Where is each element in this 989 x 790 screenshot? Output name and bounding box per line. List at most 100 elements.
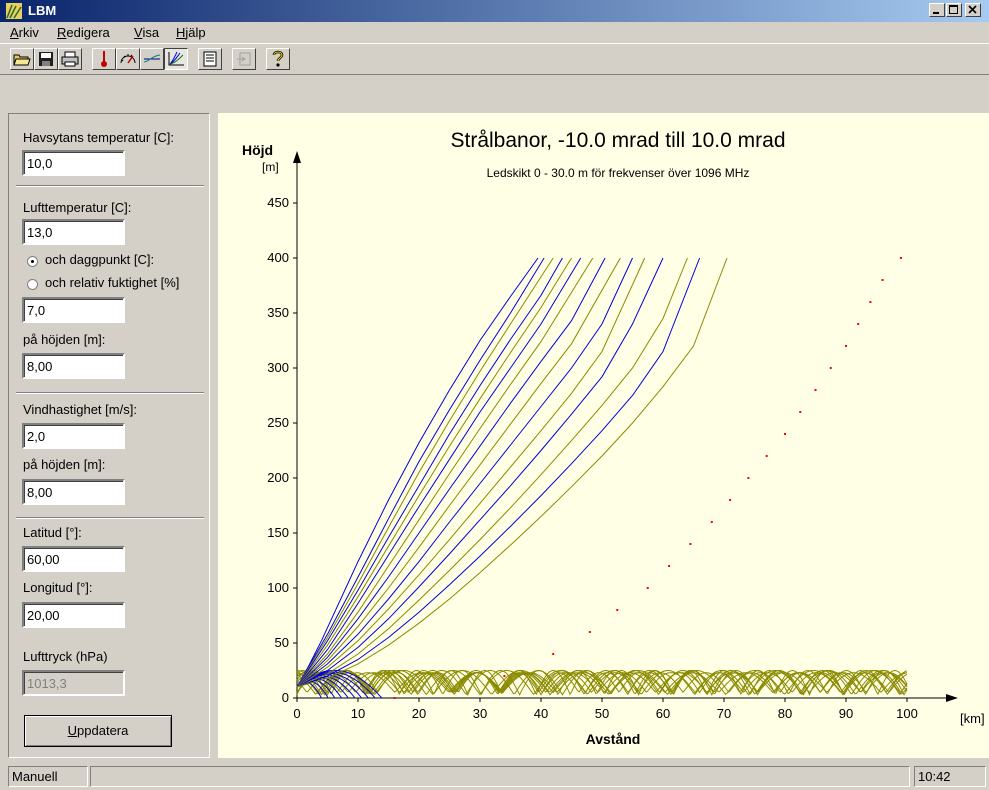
ray-path [296,257,664,688]
report-button[interactable] [198,48,222,70]
sea-temp-input[interactable] [22,150,125,176]
open-button[interactable] [10,48,34,70]
height2-label: på höjden [m]: [23,457,106,472]
ray-path [296,257,728,688]
height1-input[interactable] [22,353,125,379]
y-axis-unit: [m] [262,160,279,174]
close-button[interactable] [965,3,981,17]
menu-hjalp[interactable]: Hjälp [176,25,206,40]
ray-plot: Strålbanor, -10.0 mrad till 10.0 mrad Le… [218,113,989,758]
horizon-marker [765,455,768,457]
y-tick-label: 350 [267,305,289,320]
trapped-ray [296,672,908,694]
print-button[interactable] [58,48,82,70]
sea-temp-label: Havsytans temperatur [C]: [23,130,174,145]
trapped-ray [296,672,908,694]
humidity-label: och relativ fuktighet [%] [45,275,180,290]
trapped-ray [296,672,908,693]
wind-input[interactable] [22,423,125,449]
y-axis-arrow [293,151,301,163]
update-button[interactable]: Uppdatera [24,715,172,747]
ray-path [296,257,701,688]
y-tick-label: 50 [275,635,289,650]
height2-input[interactable] [22,479,125,505]
y-tick-label: 300 [267,360,289,375]
horizon-marker [710,521,713,523]
x-tick-label: 40 [534,706,548,721]
x-tick-label: 60 [656,706,670,721]
horizon-marker [729,499,732,501]
pressure-label: Lufttryck (hPa) [23,649,108,664]
horizon-marker [588,631,591,633]
title-bar[interactable]: LBM [0,0,989,22]
maximize-icon [949,5,958,14]
app-icon [6,3,22,19]
longitude-input[interactable] [22,602,125,628]
horizon-marker [747,477,750,479]
rays-button[interactable] [164,48,188,70]
help-button[interactable] [266,48,290,70]
menu-arkiv[interactable]: Arkiv [10,25,39,40]
ray-chart: Strålbanor, -10.0 mrad till 10.0 mrad Le… [242,129,985,747]
trapped-ray [296,672,908,694]
x-tick-label: 90 [839,706,853,721]
trapped-ray [296,672,908,694]
ray-path [296,257,582,688]
y-tick-label: 250 [267,415,289,430]
chart-subtitle: Ledskikt 0 - 30.0 m för frekvenser över … [487,166,750,180]
ray-path [296,257,563,688]
air-temp-label: Lufttemperatur [C]: [23,200,132,215]
ray-path [296,257,646,688]
horizon-marker [881,279,884,281]
horizon-marker [689,543,692,545]
status-mode: Manuell [8,766,88,787]
ray-path [296,257,621,688]
dewpoint-radio[interactable] [27,256,38,267]
x-axis-unit: [km] [960,711,985,726]
menu-redigera[interactable]: Redigera [57,25,110,40]
x-axis-title: Avstånd [586,731,641,747]
y-tick-label: 150 [267,525,289,540]
x-tick-label: 50 [595,706,609,721]
y-tick-label: 200 [267,470,289,485]
gauge-icon [120,54,136,64]
status-clock: 10:42 [914,766,986,787]
minimize-button[interactable] [929,3,945,17]
dewpoint-input[interactable] [22,297,125,323]
status-bar: Manuell 10:42 [0,763,989,790]
separator [16,517,204,519]
status-message [90,766,910,787]
thermometer-icon [101,51,107,67]
export-icon [237,52,251,66]
temperature-button[interactable] [92,48,116,70]
y-tick-label: 450 [267,195,289,210]
window-title: LBM [28,3,57,18]
air-temp-input[interactable] [22,219,125,245]
export-button[interactable] [232,48,256,70]
trapped-ray [296,669,908,696]
gauge-button[interactable] [116,48,140,70]
ray-path [296,257,633,688]
ray-path [296,257,688,688]
profile-button[interactable] [140,48,164,70]
horizon-marker [857,323,860,325]
menu-bar: Arkiv Redigera Visa Hjälp [0,22,989,42]
ray-path [296,257,606,688]
x-tick-label: 100 [896,706,918,721]
menu-visa[interactable]: Visa [134,25,160,40]
wind-label: Vindhastighet [m/s]: [23,402,137,417]
printer-icon [61,51,79,67]
y-axis-title: Höjd [242,142,273,158]
horizon-marker [393,697,396,699]
horizon-marker [899,257,902,259]
save-disk-icon [39,52,53,66]
save-button[interactable] [34,48,58,70]
latitude-input[interactable] [22,546,125,572]
open-folder-icon [13,54,31,66]
maximize-button[interactable] [946,3,962,17]
x-axis-arrow [946,694,958,702]
horizon-marker [799,411,802,413]
humidity-radio[interactable] [27,279,38,290]
close-icon [968,5,977,14]
profile-icon [143,54,161,63]
